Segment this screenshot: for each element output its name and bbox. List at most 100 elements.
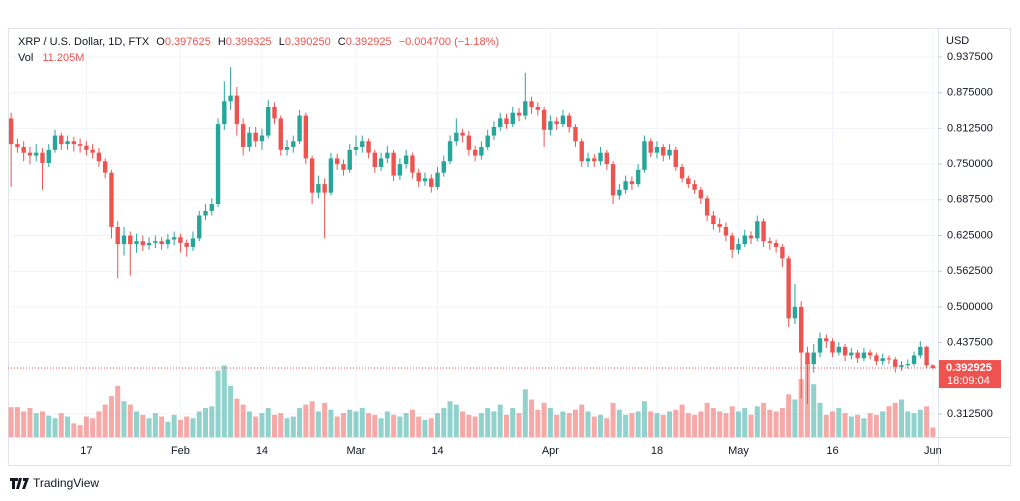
volume-bar — [240, 404, 246, 437]
candle-body — [566, 115, 572, 127]
candle-body — [190, 238, 196, 247]
volume-bar — [303, 404, 309, 437]
candle-body — [711, 215, 716, 225]
y-tick-label: 0.312500 — [947, 408, 993, 420]
volume-bar — [372, 414, 378, 437]
volume-bar — [598, 414, 604, 437]
volume-bar — [679, 404, 685, 437]
ohlc-letter: C — [338, 36, 346, 48]
volume-bar — [848, 416, 854, 437]
volume-bar — [328, 409, 334, 437]
volume-bar — [33, 413, 39, 437]
volume-bar — [366, 413, 372, 437]
volume-bar — [52, 418, 58, 437]
volume-bar — [340, 413, 346, 437]
candle-body — [472, 149, 478, 156]
volume-bar — [572, 409, 578, 437]
volume-bar — [503, 414, 509, 437]
volume-bar — [478, 413, 484, 437]
volume-bar — [748, 414, 754, 437]
candle-body — [403, 155, 409, 165]
candle-body — [824, 338, 829, 342]
candle-body — [215, 124, 221, 205]
volume-bar — [516, 413, 522, 437]
volume-bar — [786, 394, 792, 437]
candle-body — [849, 352, 854, 356]
x-tick-label: 18 — [651, 445, 663, 457]
ohlc-value: 0.390250 — [285, 36, 331, 48]
candle-body — [918, 346, 923, 356]
y-tick-label: 0.812500 — [947, 122, 993, 134]
volume-bar — [309, 401, 315, 437]
volume-bar — [215, 370, 221, 437]
candle-body — [121, 235, 127, 245]
volume-bar — [14, 407, 20, 437]
candle-body — [222, 101, 227, 125]
volume-bar — [497, 404, 503, 437]
candle-body — [447, 141, 453, 162]
candle-body — [334, 158, 340, 165]
x-tick-label: May — [728, 445, 749, 457]
candle-body — [71, 141, 77, 145]
volume-bar — [761, 402, 767, 437]
candle-body — [59, 135, 64, 145]
candle-body — [328, 158, 334, 193]
volume-bar — [667, 411, 673, 437]
volume-bar — [447, 401, 453, 437]
volume-bar — [453, 404, 459, 437]
volume-bar — [924, 406, 930, 437]
candle-body — [642, 141, 647, 170]
candle-body — [435, 172, 440, 187]
volume-bar — [127, 404, 133, 437]
volume-bar — [96, 411, 102, 437]
candle-body — [635, 169, 641, 185]
candle-body — [516, 112, 522, 116]
symbol: XRP / U.S. Dollar, 1D, FTX — [18, 36, 150, 48]
candle-body — [460, 132, 465, 136]
candle-body — [924, 346, 929, 366]
candle-body — [792, 306, 798, 319]
volume-bar — [892, 402, 898, 437]
volume-bar — [673, 409, 679, 437]
volume-name: Vol — [18, 52, 33, 64]
volume-bar — [90, 418, 96, 437]
candle-body — [297, 115, 302, 142]
volume-bar — [384, 411, 390, 437]
volume-bar — [397, 416, 403, 437]
volume-bar — [767, 409, 773, 437]
volume-bar — [779, 408, 785, 437]
volume-bar — [610, 402, 616, 437]
x-tick-label: Feb — [171, 445, 190, 457]
candle-body — [905, 364, 910, 366]
candle-body — [623, 181, 628, 190]
volume-bar — [698, 411, 704, 437]
volume-bar — [83, 416, 89, 437]
volume-bar — [485, 408, 491, 437]
candle-body — [77, 144, 83, 146]
y-tick-label: 0.875000 — [947, 87, 993, 99]
candle-body — [27, 152, 33, 156]
candle-body — [178, 237, 183, 243]
volume-bar — [416, 416, 422, 437]
x-tick-label: Jun — [924, 445, 942, 457]
volume-bar — [21, 411, 27, 437]
candle-body — [661, 146, 666, 156]
x-tick-label: 14 — [431, 445, 443, 457]
y-tick-label: 0.687500 — [947, 194, 993, 206]
candle-body — [272, 106, 277, 119]
volume-value: 11.205M — [42, 52, 84, 64]
volume-bar — [773, 411, 779, 437]
candle-body — [109, 172, 114, 227]
candle-body — [817, 338, 823, 353]
ohlc-value: 0.392925 — [346, 36, 392, 48]
volume-bar — [152, 413, 158, 437]
price-tag — [939, 360, 1001, 389]
candle-body — [259, 135, 265, 142]
candle-body — [805, 352, 810, 365]
candle-body — [491, 126, 497, 136]
volume-bar — [905, 411, 911, 437]
candle-body — [874, 355, 879, 362]
volume-bar — [560, 411, 566, 437]
candle-body — [15, 144, 20, 147]
candle-body — [761, 221, 766, 242]
